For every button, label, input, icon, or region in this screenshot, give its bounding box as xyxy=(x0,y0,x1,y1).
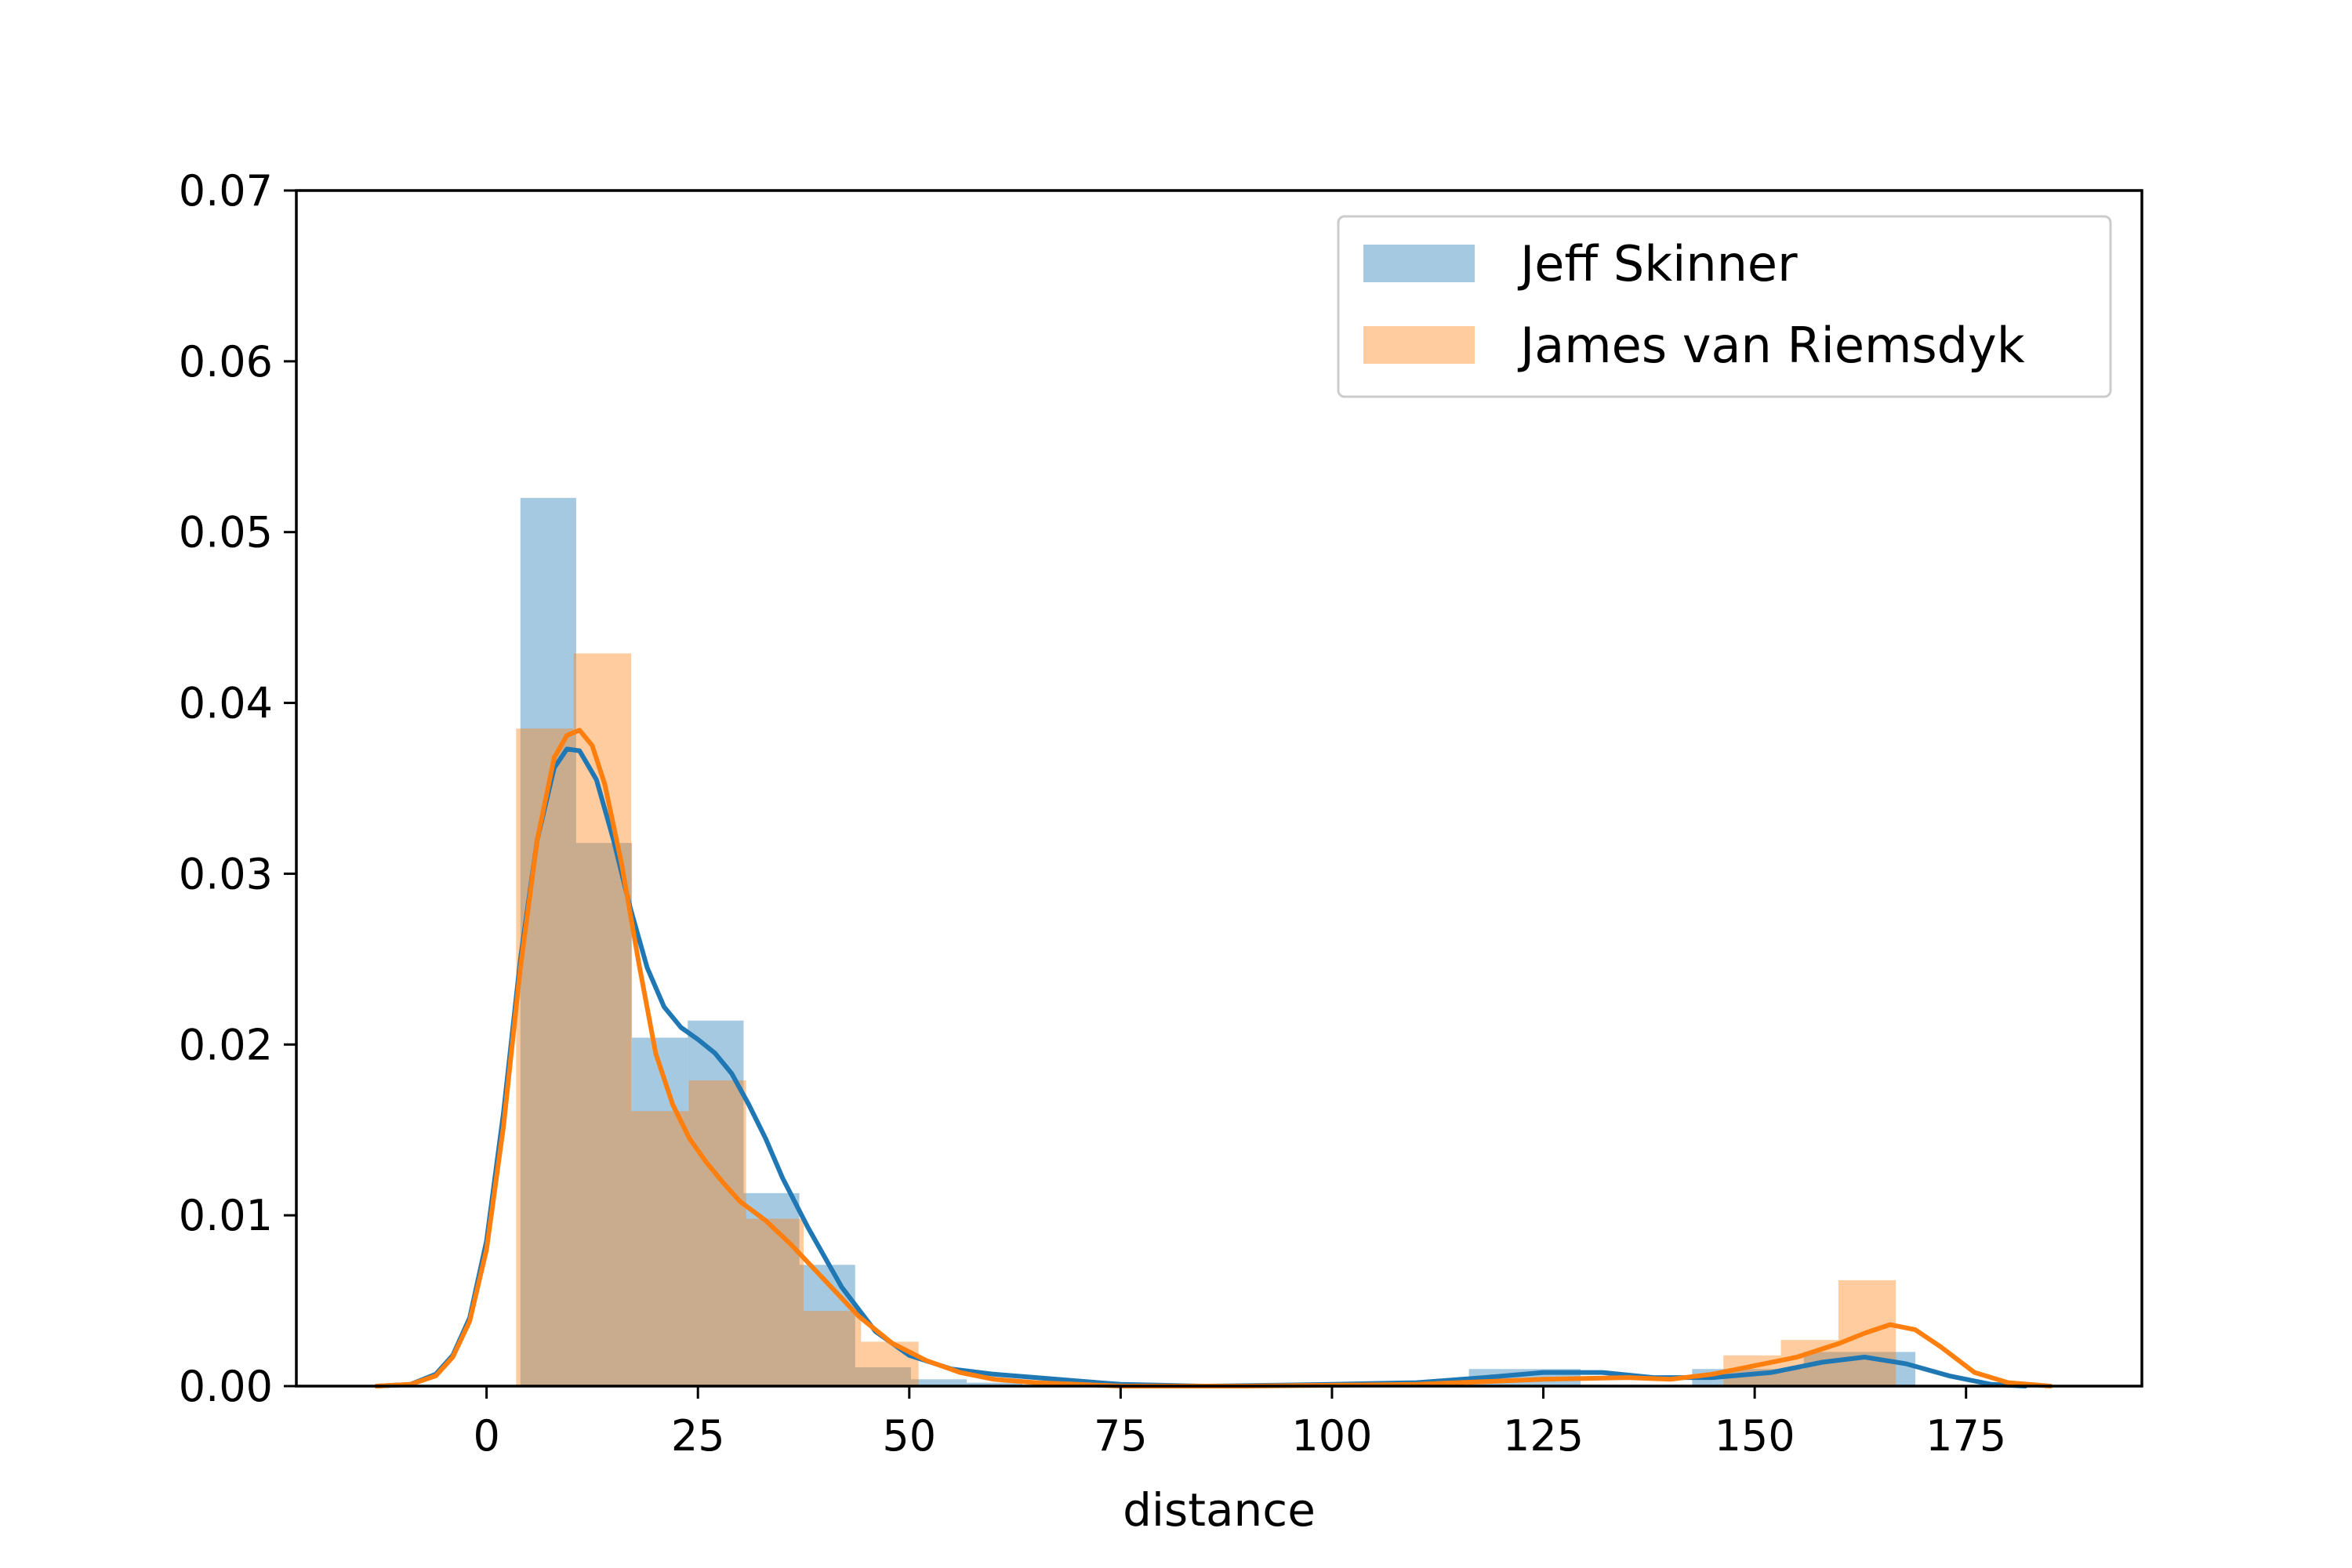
kde-line-series-2 xyxy=(374,728,2053,1388)
histogram-bar-series-1 xyxy=(967,1382,1023,1386)
y-tick-label: 0.00 xyxy=(179,1362,273,1411)
histogram-bar-series-2 xyxy=(573,653,632,1386)
histogram-layer xyxy=(516,498,1916,1387)
x-tick-label: 75 xyxy=(1094,1411,1148,1461)
x-tick-label: 175 xyxy=(1926,1411,2006,1461)
y-tick-label: 0.05 xyxy=(179,508,273,557)
legend: Jeff Skinner James van Riemsdyk xyxy=(1337,215,2112,398)
histogram-bar-series-2 xyxy=(516,728,574,1386)
y-tick-label: 0.03 xyxy=(179,849,273,898)
x-tick-label: 150 xyxy=(1715,1411,1795,1461)
axes-frame xyxy=(295,189,2143,1388)
histogram-bar-series-1 xyxy=(910,1379,967,1386)
histogram-bar-series-2 xyxy=(746,1218,804,1386)
legend-box xyxy=(1337,215,2112,398)
histogram-bar-series-2 xyxy=(688,1080,746,1386)
x-tick-label: 0 xyxy=(473,1411,499,1461)
y-axis-ticks: 0.00 0.01 0.02 0.03 0.04 0.05 0.06 0.07 xyxy=(179,166,296,1411)
histogram-bar-series-2 xyxy=(631,1111,689,1386)
x-tick-label: 50 xyxy=(882,1411,936,1461)
histogram-bar-series-1 xyxy=(855,1367,911,1386)
x-tick-label: 25 xyxy=(671,1411,725,1461)
y-tick-label: 0.07 xyxy=(179,166,273,216)
histogram-bar-series-1 xyxy=(520,498,576,1387)
x-tick-label: 100 xyxy=(1291,1411,1372,1461)
kde-layer xyxy=(374,728,2053,1388)
legend-swatch-series-2 xyxy=(1363,326,1475,364)
histogram-bar-series-2 xyxy=(803,1311,862,1386)
legend-label-series-1: Jeff Skinner xyxy=(1517,235,1798,292)
y-tick-label: 0.02 xyxy=(179,1020,273,1069)
x-tick-label: 125 xyxy=(1503,1411,1584,1461)
histogram-bar-series-1 xyxy=(575,843,633,1386)
plot-area xyxy=(374,498,2053,1388)
histogram-bar-series-1 xyxy=(632,1037,688,1386)
x-axis-ticks: 0 25 50 75 100 125 150 175 xyxy=(473,1386,2006,1461)
x-axis-title: distance xyxy=(1123,1483,1316,1537)
y-tick-label: 0.01 xyxy=(179,1191,273,1240)
legend-swatch-series-1 xyxy=(1363,245,1475,282)
legend-label-series-2: James van Riemsdyk xyxy=(1517,317,2025,374)
y-tick-label: 0.04 xyxy=(179,679,273,728)
histogram-bar-series-2 xyxy=(861,1341,919,1386)
y-tick-label: 0.06 xyxy=(179,337,273,387)
